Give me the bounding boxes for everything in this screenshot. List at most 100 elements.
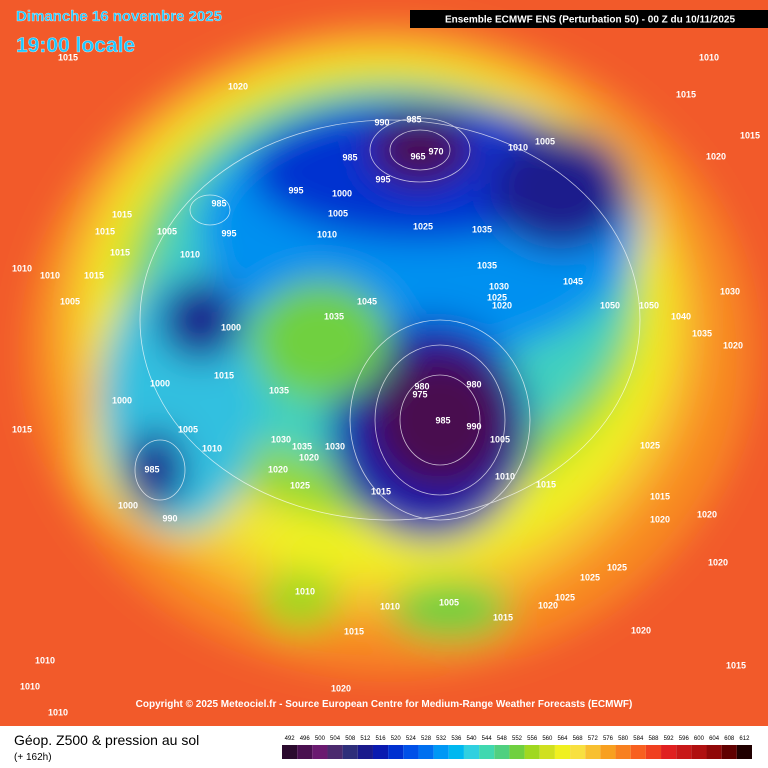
pressure-label: 1020 <box>538 600 558 610</box>
scale-swatch <box>721 745 737 759</box>
pressure-label: 1030 <box>271 434 291 444</box>
pressure-label: 1020 <box>631 625 651 635</box>
pressure-label: 1050 <box>600 300 620 310</box>
pressure-label: 1010 <box>35 655 55 665</box>
pressure-label: 1015 <box>536 479 556 489</box>
pressure-label: 1045 <box>563 276 583 286</box>
pressure-label: 1035 <box>477 260 497 270</box>
pressure-label: 1030 <box>489 281 509 291</box>
scale-label: 500 <box>315 736 326 742</box>
scale-label: 512 <box>360 736 371 742</box>
pressure-label: 1010 <box>317 229 337 239</box>
pressure-label: 1015 <box>344 626 364 636</box>
scale-swatch <box>463 745 480 759</box>
scale-swatch <box>403 745 419 759</box>
scale-swatch <box>691 745 707 759</box>
pressure-label: 1020 <box>228 81 248 91</box>
scale-swatch <box>479 745 495 759</box>
scale-swatch <box>433 745 449 759</box>
scale-swatch <box>676 745 692 759</box>
pressure-label: 1000 <box>112 395 132 405</box>
pressure-label: 985 <box>144 464 159 474</box>
scale-swatch <box>706 745 722 759</box>
pressure-label: 1005 <box>157 226 177 236</box>
scale-swatch <box>342 745 358 759</box>
pressure-label: 1035 <box>472 224 492 234</box>
pressure-label: 1015 <box>371 486 391 496</box>
scale-label: 612 <box>739 736 750 742</box>
pressure-label: 1010 <box>180 249 200 259</box>
pressure-label: 1015 <box>58 52 78 62</box>
pressure-label: 1015 <box>740 130 760 140</box>
pressure-label: 1015 <box>112 209 132 219</box>
scale-swatch <box>645 745 662 759</box>
contours <box>134 117 641 521</box>
scale-label: 540 <box>467 736 478 742</box>
scale-label: 572 <box>588 736 599 742</box>
pressure-label: 1020 <box>331 683 351 693</box>
pressure-label: 990 <box>162 513 177 523</box>
scale-swatch <box>554 745 571 759</box>
pressure-label: 1010 <box>495 471 515 481</box>
pressure-label: 1020 <box>708 557 728 567</box>
pressure-label: 1005 <box>178 424 198 434</box>
pressure-label: 980 <box>414 381 429 391</box>
pressure-label: 1020 <box>697 509 717 519</box>
scale-label: 552 <box>512 736 523 742</box>
scale-label: 588 <box>648 736 659 742</box>
scale-label: 528 <box>421 736 432 742</box>
pressure-label: 1015 <box>214 370 234 380</box>
pressure-label: 1000 <box>118 500 138 510</box>
legend-title: Géop. Z500 & pression au sol <box>14 732 199 748</box>
scale-label: 604 <box>709 736 720 742</box>
pressure-label: 985 <box>342 152 357 162</box>
scale-swatch <box>494 745 510 759</box>
scale-swatch <box>661 745 677 759</box>
scale-swatch <box>448 745 464 759</box>
pressure-label: 1025 <box>555 592 575 602</box>
pressure-label: 1010 <box>20 681 40 691</box>
scale-swatch <box>357 745 373 759</box>
pressure-label: 995 <box>288 185 303 195</box>
pressure-label: 1010 <box>508 142 528 152</box>
scale-swatch <box>297 745 313 759</box>
pressure-label: 1010 <box>48 707 68 717</box>
scale-label: 576 <box>603 736 614 742</box>
pressure-label: 1010 <box>202 443 222 453</box>
pressure-label: 1025 <box>487 292 507 302</box>
pressure-label: 1000 <box>332 188 352 198</box>
pressure-label: 1010 <box>12 263 32 273</box>
scale-swatch <box>630 745 646 759</box>
pressure-label: 1020 <box>706 151 726 161</box>
pressure-label: 1005 <box>328 208 348 218</box>
pressure-label: 1025 <box>290 480 310 490</box>
scale-label: 592 <box>664 736 675 742</box>
model-banner <box>410 10 768 28</box>
pressure-label: 1020 <box>650 514 670 524</box>
pressure-label: 1035 <box>324 311 344 321</box>
scale-label: 508 <box>345 736 356 742</box>
pressure-label: 985 <box>211 198 226 208</box>
pressure-label: 995 <box>375 174 390 184</box>
pressure-label: 1015 <box>12 424 32 434</box>
scale-label: 532 <box>436 736 447 742</box>
pressure-label: 1040 <box>671 311 691 321</box>
scale-label: 536 <box>451 736 462 742</box>
pressure-label: 1025 <box>580 572 600 582</box>
pressure-label: 1025 <box>607 562 627 572</box>
pressure-label: 1020 <box>492 300 512 310</box>
pressure-label: 1000 <box>150 378 170 388</box>
pressure-label: 980 <box>466 379 481 389</box>
scale-swatch <box>570 745 586 759</box>
pressure-label: 1005 <box>535 136 555 146</box>
scale-swatch <box>509 745 525 759</box>
pressure-labels: 1015 1020 1010 1015 1015 1020 990 985 965 970 985 9… <box>12 52 760 717</box>
pressure-label: 1025 <box>640 440 660 450</box>
pressure-label: 1045 <box>357 296 377 306</box>
model-info: Ensemble ECMWF ENS (Perturbation 50) - 0… <box>445 15 736 26</box>
pressure-label: 1015 <box>726 660 746 670</box>
pressure-label: 1005 <box>439 597 459 607</box>
copyright: Copyright © 2025 Meteociel.fr - Source E… <box>136 699 633 710</box>
scale-swatch <box>615 745 631 759</box>
scale-label: 564 <box>557 736 568 742</box>
